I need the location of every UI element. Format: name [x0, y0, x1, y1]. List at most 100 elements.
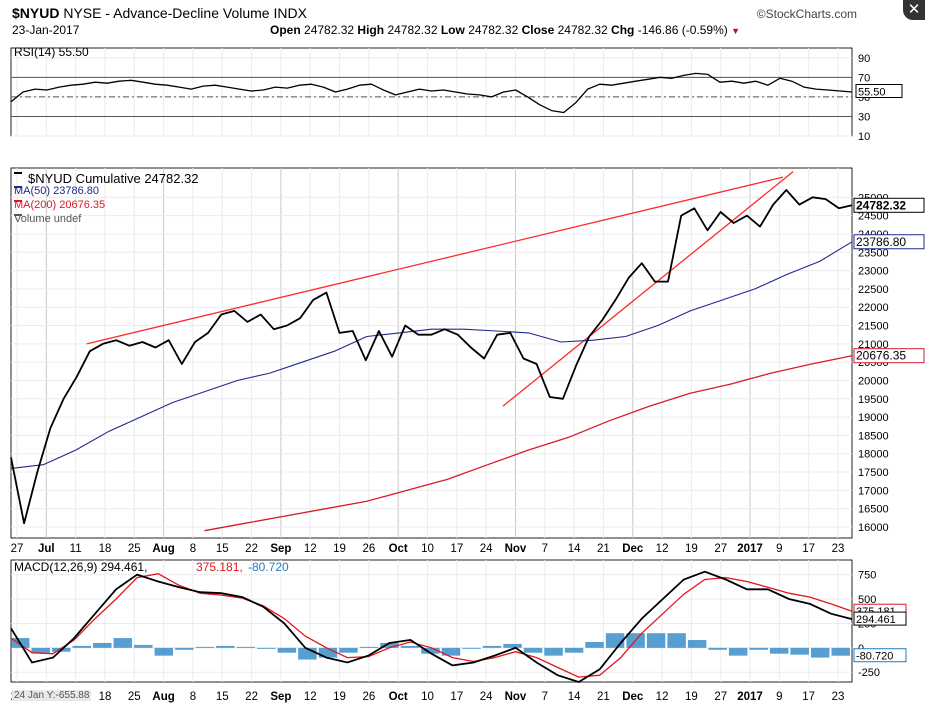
macd-histogram-bar: [175, 647, 194, 650]
y-tick-label: -250: [858, 667, 880, 679]
macd-last-value-box: [853, 611, 907, 626]
y-tick-label: 18500: [858, 430, 889, 442]
x-tick-label: Oct: [389, 543, 408, 555]
x-tick-label: 12: [304, 543, 317, 555]
panel-frame-1: [10, 167, 853, 539]
chg-down-icon: ▼: [731, 26, 741, 36]
x-tick-label: Aug: [152, 543, 174, 555]
y-tick-label: 23500: [858, 247, 889, 259]
x-tick-label: 7: [542, 543, 548, 555]
x-tick-label: 23: [832, 691, 845, 703]
y-tick-label: 500: [858, 594, 876, 606]
macd-histogram-bar: [667, 633, 686, 648]
x-tick-label: 11: [70, 543, 82, 555]
price-legend-item: MA(200) 20676.35: [14, 199, 105, 211]
x-tick-label: 18: [99, 691, 112, 703]
macd-histogram-bar: [298, 647, 317, 660]
macd-histogram-bar: [400, 645, 420, 648]
ohlc-readout: Open 24782.32 High 24782.32 Low 24782.32…: [270, 23, 740, 37]
y-tick-label: 21000: [858, 339, 889, 351]
x-tick-label: 17: [450, 543, 463, 555]
macd-histogram-bar: [503, 643, 522, 648]
y-tick-label: 750: [858, 570, 876, 582]
x-tick-label: 15: [216, 543, 229, 555]
macd-histogram-bar: [380, 642, 399, 648]
x-tick-label: 21: [597, 691, 610, 703]
trendline: [86, 176, 784, 345]
macd-histogram-bar: [790, 647, 809, 655]
x-tick-label: 10: [421, 691, 434, 703]
symbol-label: $NYUD: [12, 5, 60, 21]
panel-frame-0: [10, 47, 853, 137]
x-tick-label: Aug: [152, 691, 174, 703]
x-tick-label: 22: [245, 543, 258, 555]
high-value: 24782.32: [387, 23, 438, 37]
y-tick-label: 24500: [858, 211, 889, 223]
macd-histogram-bar: [154, 647, 174, 656]
y-tick-label: 18000: [858, 449, 889, 461]
macd-histogram-bar: [544, 647, 563, 656]
y-tick-label: 16500: [858, 504, 889, 516]
macd-histogram-bar: [462, 647, 481, 649]
macd-histogram-bar: [585, 641, 604, 648]
macd-histogram-bar: [113, 638, 133, 648]
x-tick-label: 21: [597, 543, 610, 555]
macd-histogram-bar: [687, 640, 707, 648]
x-tick-label: 9: [776, 543, 782, 555]
y-tick-label: 20000: [858, 375, 889, 387]
macd-histogram-bar: [93, 642, 112, 648]
rsi-line: [10, 72, 853, 114]
high-label: High: [357, 23, 385, 37]
chg-label: Chg: [611, 23, 635, 37]
close-button[interactable]: ✕: [903, 0, 925, 20]
chart-date: 23-Jan-2017: [12, 23, 80, 37]
legend-swatch: [14, 186, 22, 188]
rsi-legend: RSI(14) 55.50: [14, 45, 89, 59]
macd-histogram-bar: [257, 647, 276, 649]
macd-signal-line: [10, 573, 853, 678]
x-tick-label: 25: [128, 543, 141, 555]
macd-histogram-bar: [769, 647, 789, 654]
macd-histogram-bar: [523, 647, 543, 653]
panel-frame-2: [10, 559, 853, 683]
macd-histogram-bar: [728, 647, 748, 656]
macd-histogram-bar: [339, 647, 358, 653]
y-tick-label: 17000: [858, 485, 889, 497]
legend-swatch: [14, 214, 22, 216]
price-legend-item: $NYUD Cumulative 24782.32: [28, 171, 199, 186]
chart-title: $NYUD NYSE - Advance-Decline Volume INDX: [12, 5, 307, 21]
x-tick-label: Oct: [389, 691, 408, 703]
y-tick-label: 10: [858, 131, 870, 143]
x-tick-label: 14: [568, 543, 581, 555]
price-last-value: 24782.32: [856, 198, 906, 212]
x-tick-label: Sep: [270, 691, 291, 703]
macd-last-value-box: [853, 648, 907, 663]
crosshair-readout: 24 Jan Y:-655.88: [12, 690, 92, 701]
macd-legend-hist: -80.720: [248, 560, 289, 574]
open-label: Open: [270, 23, 301, 37]
x-tick-label: 18: [99, 543, 112, 555]
close-label: Close: [521, 23, 555, 37]
ma50-line: [10, 241, 853, 469]
x-tick-label: 12: [656, 691, 669, 703]
y-tick-label: 19500: [858, 394, 889, 406]
macd-histogram-bar: [236, 646, 256, 648]
y-tick-label: 23000: [858, 266, 889, 278]
price-last-value: 23786.80: [856, 235, 906, 249]
macd-last-value: -80.720: [856, 651, 893, 663]
macd-histogram-bar: [421, 647, 440, 654]
x-tick-label: 17: [802, 691, 815, 703]
y-tick-label: 90: [858, 53, 870, 65]
macd-histogram-bar: [646, 633, 666, 648]
x-tick-label: 26: [362, 543, 375, 555]
x-tick-label: Nov: [505, 691, 527, 703]
macd-histogram-bar: [810, 647, 830, 658]
x-tick-label: 27: [714, 543, 727, 555]
x-tick-label: Dec: [622, 543, 644, 555]
macd-histogram-bar: [216, 645, 235, 648]
y-tick-label: 21500: [858, 321, 889, 333]
x-tick-label: Sep: [270, 543, 291, 555]
close-value: 24782.32: [557, 23, 608, 37]
macd-histogram-bar: [831, 647, 850, 656]
